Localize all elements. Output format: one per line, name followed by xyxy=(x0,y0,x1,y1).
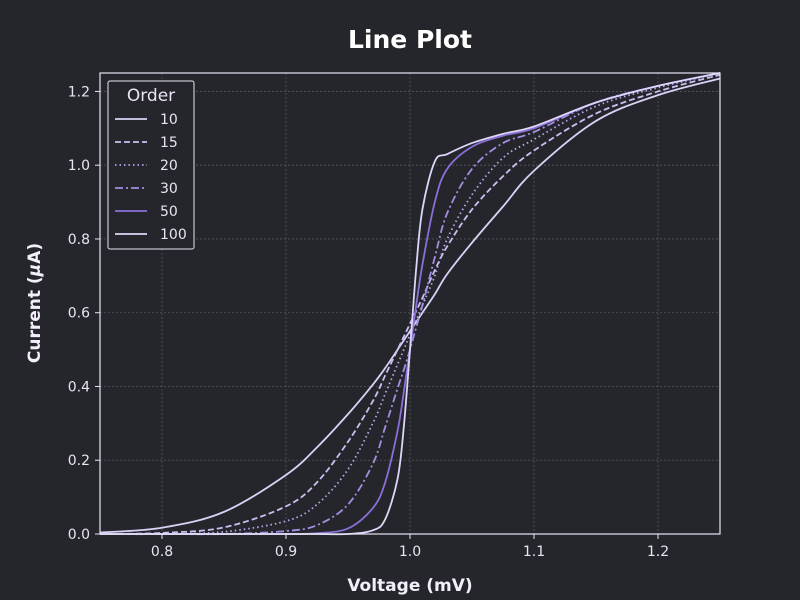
x-tick-label: 1.2 xyxy=(647,544,669,560)
legend-box xyxy=(107,80,195,250)
legend-label-30: 30 xyxy=(160,181,178,197)
legend-label-15: 15 xyxy=(160,135,178,151)
y-tick-label: 0.8 xyxy=(68,232,90,248)
series-lines xyxy=(99,72,721,536)
legend-label-100: 100 xyxy=(160,227,187,243)
x-axis-label: Voltage (mV) xyxy=(347,576,472,596)
chart-title: Line Plot xyxy=(348,25,472,54)
y-tick-label: 0.0 xyxy=(68,527,90,543)
y-tick-label: 0.6 xyxy=(68,306,90,322)
y-axis-label: Current (μA) xyxy=(25,243,45,363)
x-tick-label: 1.1 xyxy=(523,544,545,560)
series-line-15 xyxy=(99,73,721,535)
y-tick-label: 0.2 xyxy=(68,453,90,469)
y-axis-ticks: 0.0 0.2 0.4 0.6 0.8 1.0 1.2 xyxy=(68,84,100,543)
y-tick-label: 1.2 xyxy=(68,84,90,100)
y-tick-label: 1.0 xyxy=(68,158,90,174)
x-tick-label: 1.0 xyxy=(399,544,421,560)
legend-label-10: 10 xyxy=(160,112,178,128)
legend-label-50: 50 xyxy=(160,204,178,220)
y-tick-label: 0.4 xyxy=(68,379,90,395)
x-axis-ticks: 0.8 0.9 1.0 1.1 1.2 xyxy=(151,534,669,560)
legend-items: 10 15 20 30 50 100 xyxy=(115,112,187,243)
x-tick-label: 0.8 xyxy=(151,544,173,560)
series-line-10 xyxy=(99,77,721,534)
x-tick-label: 0.9 xyxy=(275,544,297,560)
legend-title: Order xyxy=(127,86,175,106)
legend: Order 10 15 20 30 50 100 xyxy=(107,80,195,250)
legend-label-20: 20 xyxy=(160,158,178,174)
